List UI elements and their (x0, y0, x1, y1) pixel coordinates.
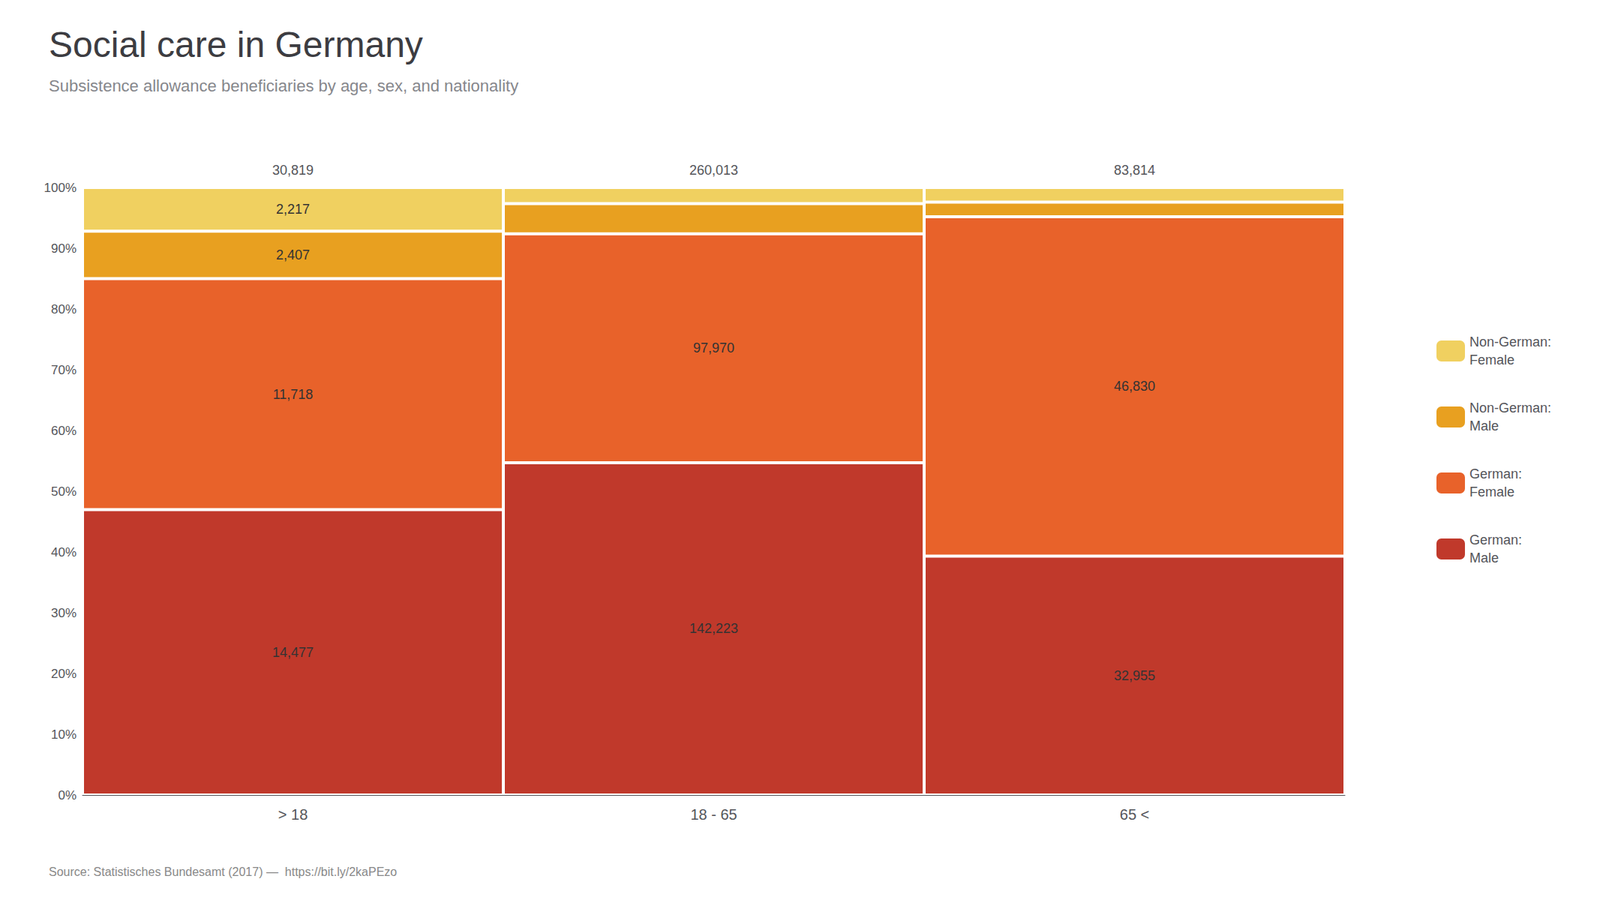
svg-text:40%: 40% (51, 545, 77, 560)
svg-text:Male: Male (1469, 418, 1499, 434)
svg-text:97,970: 97,970 (693, 340, 735, 356)
svg-text:90%: 90% (51, 241, 77, 256)
svg-text:Source: Statistisches Bundesam: Source: Statistisches Bundesamt (2017) —… (48, 865, 397, 879)
svg-text:0%: 0% (57, 788, 77, 803)
svg-text:260,013: 260,013 (689, 162, 739, 178)
svg-text:100%: 100% (44, 180, 77, 196)
svg-text:80%: 80% (51, 302, 77, 317)
svg-text:11,718: 11,718 (273, 387, 314, 403)
svg-text:German:: German: (1469, 466, 1522, 482)
svg-text:> 18: > 18 (278, 806, 308, 823)
svg-text:50%: 50% (51, 484, 77, 499)
svg-text:Non-German:: Non-German: (1469, 400, 1552, 416)
svg-text:2,217: 2,217 (276, 201, 310, 217)
svg-text:German:: German: (1469, 532, 1522, 548)
svg-text:Social care in Germany: Social care in Germany (48, 24, 424, 65)
svg-text:83,814: 83,814 (1113, 162, 1156, 178)
svg-text:70%: 70% (51, 363, 77, 378)
svg-text:14,477: 14,477 (272, 645, 314, 661)
svg-text:20%: 20% (51, 666, 77, 682)
svg-text:Subsistence allowance benefici: Subsistence allowance beneficiaries by a… (48, 76, 519, 96)
svg-text:60%: 60% (51, 423, 77, 439)
svg-text:10%: 10% (51, 727, 77, 742)
svg-text:32,955: 32,955 (1113, 668, 1156, 684)
svg-text:18 - 65: 18 - 65 (690, 806, 737, 823)
svg-text:Non-German:: Non-German: (1469, 334, 1552, 350)
svg-text:Female: Female (1469, 352, 1515, 368)
svg-text:2,407: 2,407 (276, 247, 310, 263)
svg-text:65 <: 65 < (1119, 806, 1150, 823)
svg-text:30%: 30% (51, 606, 77, 621)
svg-text:Male: Male (1469, 550, 1499, 566)
svg-text:46,830: 46,830 (1113, 378, 1156, 394)
svg-text:142,223: 142,223 (689, 621, 739, 637)
svg-text:Female: Female (1469, 484, 1515, 500)
svg-text:30,819: 30,819 (272, 162, 314, 178)
